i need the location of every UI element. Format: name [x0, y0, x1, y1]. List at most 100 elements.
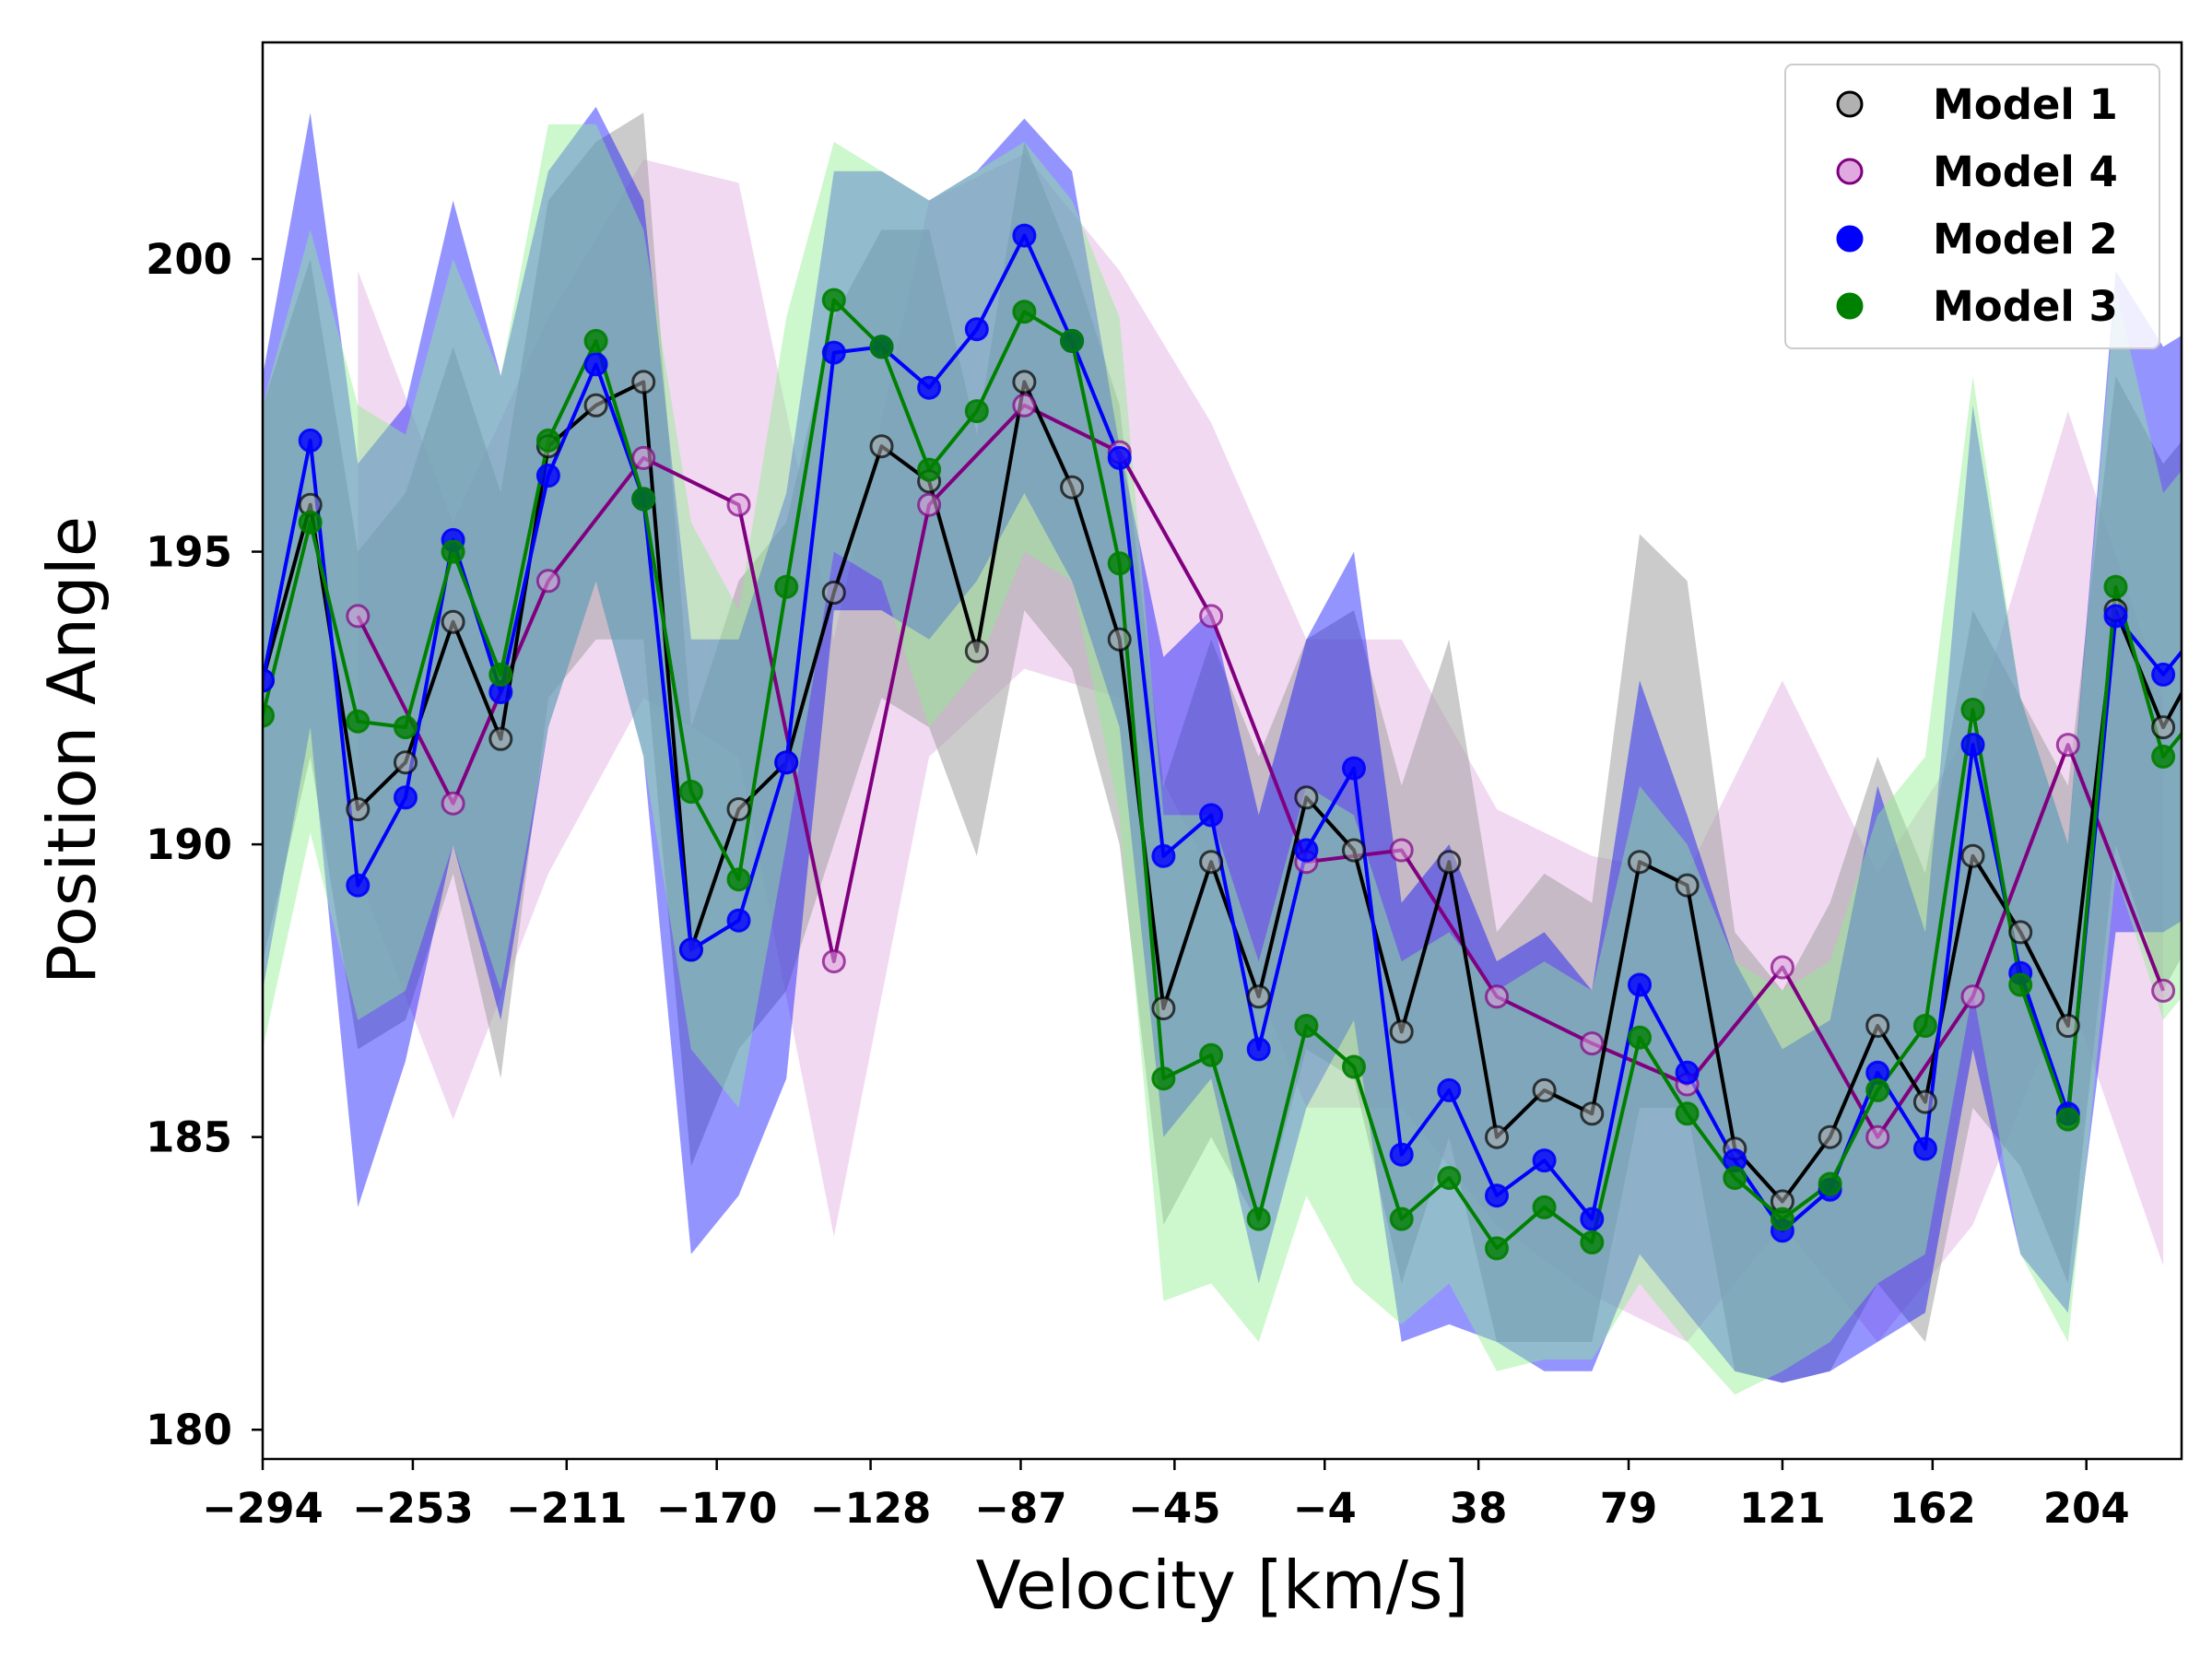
- model-3-point: [964, 399, 989, 424]
- model-4-point: [917, 492, 942, 517]
- model-1-point: [821, 581, 846, 605]
- model-3-point: [1199, 1042, 1224, 1067]
- model-2-point: [583, 352, 608, 377]
- model-1-point: [1246, 984, 1271, 1009]
- model-2-point: [821, 340, 846, 365]
- model-3-point: [1342, 1054, 1366, 1079]
- model-2-point: [2103, 604, 2128, 629]
- model-3-point: [1012, 300, 1037, 324]
- model-1-point: [1199, 850, 1224, 875]
- y-tick-label: 185: [146, 1113, 232, 1162]
- model-1-point: [488, 726, 513, 751]
- x-tick-label: −253: [352, 1484, 474, 1533]
- model-1-point: [1151, 996, 1176, 1020]
- model-2-point: [1012, 223, 1037, 248]
- legend-frame: [1784, 64, 2160, 349]
- model-1-point: [346, 797, 371, 821]
- model-3-point: [2103, 574, 2128, 599]
- model-4-legend-marker: [1836, 158, 1864, 185]
- model-2-point: [1912, 1136, 1937, 1161]
- model-4-point: [1770, 955, 1794, 980]
- model-3-point: [1960, 698, 1985, 722]
- model-1-point: [1437, 850, 1462, 875]
- model-1-point: [631, 370, 656, 394]
- model-2-point: [1151, 843, 1176, 868]
- model-1-point: [1818, 1124, 1842, 1149]
- model-2-point: [1532, 1148, 1557, 1173]
- model-2-point: [1485, 1183, 1509, 1208]
- model-3-point: [1818, 1171, 1842, 1196]
- model-3-point: [917, 457, 942, 482]
- x-tick-label: 38: [1450, 1484, 1508, 1533]
- model-2-point: [1437, 1077, 1462, 1102]
- model-2-point: [1342, 756, 1366, 781]
- model-3-point: [678, 780, 703, 804]
- x-tick-label: −87: [974, 1484, 1066, 1533]
- model-2-legend-marker: [1836, 225, 1864, 253]
- model-3-point: [535, 428, 560, 453]
- model-2-point: [726, 908, 751, 933]
- model-2-point: [2151, 662, 2176, 687]
- model-3-band: [263, 124, 2182, 1395]
- model-3-point: [1865, 1077, 1890, 1102]
- model-2-point: [394, 785, 418, 810]
- model-3-point: [1107, 551, 1132, 576]
- model-4-point: [2151, 978, 2176, 1003]
- x-tick-label: 204: [2043, 1484, 2130, 1533]
- model-1-point: [1580, 1101, 1605, 1126]
- model-3-point: [1246, 1206, 1271, 1231]
- model-2-point: [1107, 445, 1132, 470]
- model-3-point: [631, 487, 656, 512]
- model-1-point: [394, 750, 418, 775]
- model-3-point: [869, 335, 894, 359]
- model-2-point: [298, 428, 323, 453]
- model-3-point: [1770, 1206, 1794, 1231]
- x-tick-label: −170: [656, 1484, 778, 1533]
- model-1-point: [1294, 785, 1319, 810]
- model-1-point: [2008, 920, 2033, 945]
- model-1-point: [1532, 1077, 1557, 1102]
- model-3-point: [298, 510, 323, 535]
- model-1-point: [1628, 850, 1652, 875]
- model-1-point: [441, 609, 465, 634]
- x-tick-label: −294: [202, 1484, 324, 1533]
- model-3-point: [1060, 328, 1085, 353]
- model-3-point: [1151, 1066, 1176, 1091]
- model-2-point: [1389, 1142, 1414, 1167]
- model-3-point: [726, 867, 751, 892]
- model-3-point: [1389, 1206, 1414, 1231]
- model-3-point: [1675, 1101, 1700, 1126]
- x-tick-label: 121: [1739, 1484, 1826, 1533]
- model-4-point: [535, 569, 560, 594]
- model-4-point: [2055, 733, 2080, 758]
- model-2-point: [917, 375, 942, 400]
- model-3-point: [821, 288, 846, 312]
- plot-frame: [261, 41, 2183, 1461]
- model-2-point: [1580, 1206, 1605, 1231]
- y-axis: 180 185 190 195 200: [146, 235, 263, 1454]
- model-2-legend-label: Model 2: [1933, 215, 2118, 264]
- model-3-legend-marker: [1836, 292, 1864, 320]
- model-2-point: [1960, 733, 1985, 758]
- model-2-point: [1246, 1037, 1271, 1062]
- model-4-point: [821, 949, 846, 974]
- model-2-point: [678, 937, 703, 962]
- model-1-legend-marker: [1836, 90, 1864, 118]
- model-1-point: [1012, 370, 1037, 394]
- model-3-point: [441, 539, 465, 564]
- model-3-point: [488, 662, 513, 687]
- model-3-point: [394, 715, 418, 740]
- model-3-point: [1723, 1166, 1747, 1191]
- model-1-point: [2151, 715, 2176, 740]
- model-1-point: [1342, 838, 1366, 863]
- model-4-point: [1199, 604, 1224, 629]
- model-3-point: [2055, 1107, 2080, 1132]
- x-tick-label: −4: [1293, 1484, 1357, 1533]
- model-2-point: [263, 668, 275, 693]
- model-3-point: [1485, 1236, 1509, 1261]
- x-axis: −294 −253 −211 −170 −128 −87 −45 −4 38 79 121 162 20…: [202, 1459, 2130, 1533]
- model-3-point: [1580, 1230, 1605, 1254]
- model-4-point: [1012, 393, 1037, 418]
- model-2-point: [964, 317, 989, 342]
- model-1-point: [1960, 843, 1985, 868]
